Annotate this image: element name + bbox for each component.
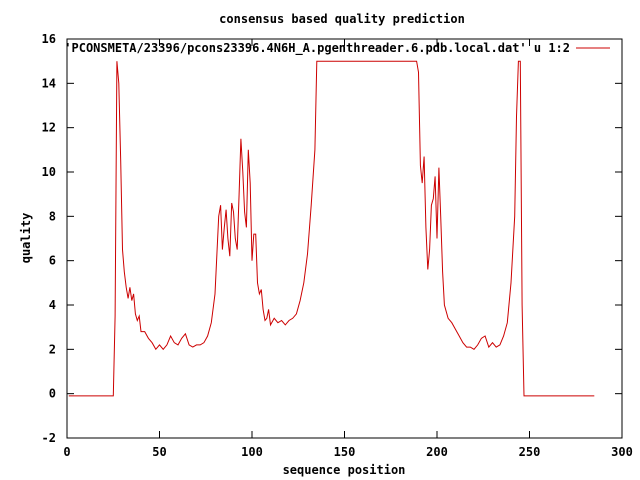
x-axis: 0 50 100 150 200 250 300	[63, 39, 633, 459]
y-tick-label: 6	[49, 254, 56, 268]
x-tick-label: 300	[611, 445, 633, 459]
y-tick-label: 2	[49, 342, 56, 356]
plot-frame	[66, 38, 623, 439]
x-tick-label: 150	[334, 445, 356, 459]
legend-label: 'PCONSMETA/23396/pcons23396.4N6H_A.pgent…	[64, 41, 570, 56]
x-tick-label: 50	[152, 445, 166, 459]
x-tick-label: 200	[426, 445, 448, 459]
x-tick-label: 0	[63, 445, 70, 459]
chart-title: consensus based quality prediction	[219, 12, 465, 26]
x-tick-label: 100	[241, 445, 263, 459]
x-tick-label: 250	[519, 445, 541, 459]
y-tick-label: 0	[49, 387, 56, 401]
y-axis: -2 0 2 4 6 8 10 12 14 16	[42, 32, 622, 445]
legend: 'PCONSMETA/23396/pcons23396.4N6H_A.pgent…	[64, 41, 610, 56]
y-tick-label: 14	[42, 76, 56, 90]
x-axis-label: sequence position	[283, 463, 406, 477]
y-tick-label: 16	[42, 32, 56, 46]
y-tick-label: 10	[42, 165, 56, 179]
y-axis-label: quality	[19, 213, 33, 264]
y-tick-label: 4	[49, 298, 56, 312]
series-line	[68, 60, 595, 397]
y-tick-label: 12	[42, 121, 56, 135]
y-tick-label: -2	[42, 431, 56, 445]
y-tick-label: 8	[49, 209, 56, 223]
